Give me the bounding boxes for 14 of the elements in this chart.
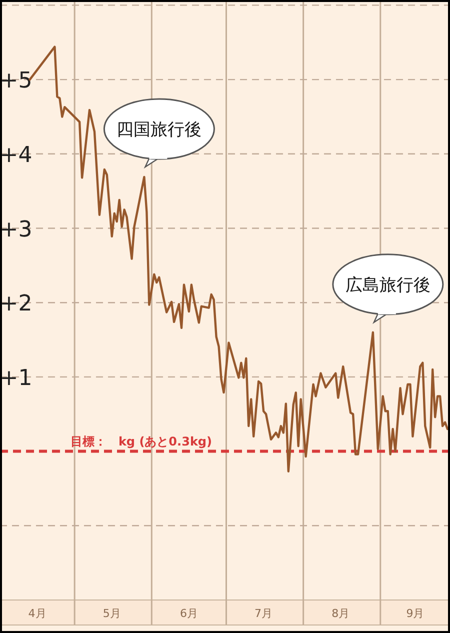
x-tick-label: 7月 bbox=[254, 607, 273, 620]
annotation: 広島旅行後 bbox=[345, 275, 430, 296]
y-tick-label: +3 bbox=[0, 217, 32, 242]
x-tick-label: 5月 bbox=[102, 607, 121, 620]
x-tick-label: 4月 bbox=[28, 607, 46, 620]
x-tick-label: 8月 bbox=[332, 607, 350, 620]
y-tick-label: +1 bbox=[0, 366, 32, 391]
annotation: 四国旅行後 bbox=[116, 120, 202, 140]
y-tick-label: +4 bbox=[0, 142, 32, 168]
x-tick-label: 9月 bbox=[406, 607, 424, 620]
y-tick-label: +5 bbox=[0, 68, 32, 94]
ref-line-label: 目標： kg (あと0.3kg) bbox=[70, 434, 212, 448]
x-tick-label: 6月 bbox=[180, 607, 198, 620]
y-tick-label: +2 bbox=[0, 292, 32, 317]
